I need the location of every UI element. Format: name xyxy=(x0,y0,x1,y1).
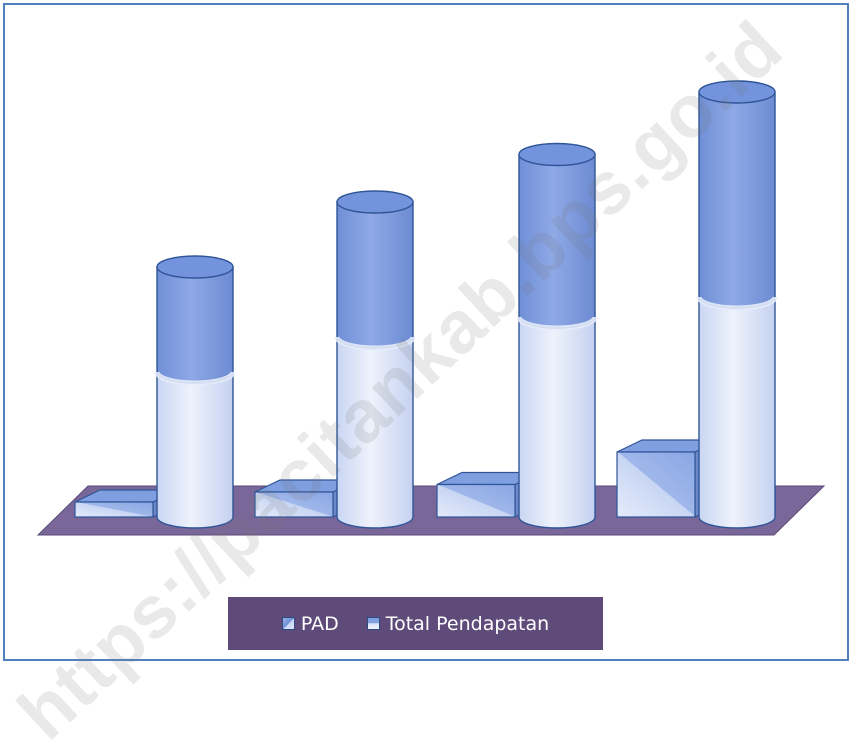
bar-total-2 xyxy=(334,190,416,529)
legend-label-pad: PAD xyxy=(300,612,339,635)
bar-total-4 xyxy=(696,80,778,529)
legend-swatch-pad xyxy=(281,617,295,630)
chart-legend: PAD Total Pendapatan xyxy=(228,597,603,650)
legend-swatch-total xyxy=(366,617,380,630)
chart-plot xyxy=(36,80,826,536)
bar-total-3 xyxy=(516,142,598,529)
legend-item-total: Total Pendapatan xyxy=(366,612,550,635)
legend-item-pad: PAD xyxy=(281,612,339,635)
legend-label-total: Total Pendapatan xyxy=(385,612,550,635)
bar-total-1 xyxy=(154,255,236,529)
